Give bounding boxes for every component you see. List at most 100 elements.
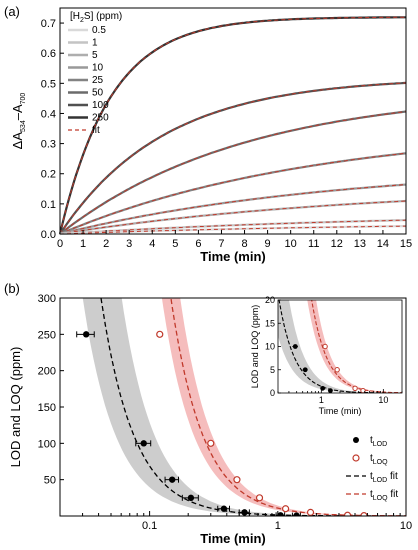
- x-tick-label: 10: [285, 238, 297, 250]
- inset-x-tick-label: 1: [319, 395, 324, 405]
- fit-line-100: [59, 82, 407, 235]
- y-tick-label: 0.4: [41, 108, 56, 120]
- x-tick-label: 1: [80, 238, 86, 250]
- y-axis-label: ΔA534–A700: [10, 93, 27, 150]
- x-tick-label: 7: [218, 238, 224, 250]
- inset-y-tick-label: 5: [270, 365, 275, 375]
- legend-title: [H2S] (ppm): [70, 11, 122, 24]
- legend-marker-lod: [353, 437, 359, 443]
- loq-point-4: [281, 505, 290, 513]
- y-axis-label: LOD and LOQ (ppm): [8, 347, 23, 468]
- x-tick-label: 10: [400, 520, 412, 532]
- legend-label-0: tLOD: [370, 435, 387, 448]
- x-tick-label: 0.1: [142, 520, 157, 532]
- inset-y-tick-label: 10: [265, 342, 275, 352]
- legend-marker-loq: [352, 454, 360, 462]
- panel-a-label: (a): [4, 4, 20, 19]
- legend-label-0.5: 0.5: [92, 25, 106, 36]
- lod-fit-line: [100, 298, 406, 516]
- x-tick-label: 0: [57, 238, 63, 250]
- inset-loq-fit: [311, 300, 402, 393]
- inset-lod-fit: [278, 300, 402, 393]
- x-tick-label: 3: [126, 238, 132, 250]
- panel-b-label: (b): [4, 281, 20, 296]
- legend-label-10: 10: [92, 63, 104, 74]
- inset-x-tick-label: 10: [378, 395, 388, 405]
- y-tick-label: 0.3: [41, 139, 56, 151]
- inset-x-axis-label: Time (min): [319, 406, 362, 416]
- lod-confidence-band: [82, 298, 406, 516]
- lod-point-3: [187, 494, 195, 502]
- fit-line-250: [59, 16, 406, 235]
- legend-label-3: tLOQ fit: [370, 489, 398, 502]
- y-tick-label: 0.2: [41, 169, 56, 181]
- lod-point-2: [168, 476, 176, 483]
- x-tick-label: 13: [354, 238, 366, 250]
- y-tick-label: 300: [38, 293, 56, 305]
- inset-y-tick-label: 0: [270, 388, 275, 398]
- y-tick-label: 0.6: [41, 48, 56, 60]
- loq-point-6: [343, 511, 352, 516]
- fit-line-0.5: [59, 225, 406, 235]
- loq-point-0: [156, 330, 164, 338]
- inset-y-axis-label: LOD and LOQ (ppm): [250, 305, 260, 389]
- x-tick-label: 8: [241, 238, 247, 250]
- series-line-25: [59, 152, 407, 236]
- legend-label-1: tLOQ: [370, 453, 388, 466]
- loq-point-1: [207, 439, 215, 447]
- x-tick-label: 2: [103, 238, 109, 250]
- panel-a-chart: 0 1 2 3 4 5 6 7 8 9 10 11 12 13 14 150.00.10.20.30.40.5…: [10, 7, 412, 264]
- x-tick-label: 12: [331, 238, 343, 250]
- inset-chart: 1 10 0 5 10 15 20 Time (min) LOD and LOQ (ppm): [250, 295, 403, 416]
- y-tick-label: 200: [38, 366, 56, 378]
- lod-point-1: [140, 440, 147, 447]
- y-tick-label: 50: [44, 475, 56, 487]
- inset-lod-band: [278, 300, 402, 393]
- x-tick-label: 11: [308, 238, 319, 250]
- y-tick-label: 100: [38, 438, 56, 450]
- y-tick-label: 0.1: [41, 199, 56, 211]
- x-tick-label: 9: [265, 238, 271, 250]
- fit-line-10: [59, 184, 407, 235]
- lod-point-6: [277, 512, 284, 516]
- y-tick-label: 0.7: [41, 18, 56, 30]
- x-axis-label: Time (min): [200, 531, 266, 546]
- inset-loq-point-4: [322, 343, 328, 350]
- x-tick-label: 6: [195, 238, 201, 250]
- x-tick-label: 5: [172, 238, 178, 250]
- inset-loq-point-6: [352, 385, 358, 392]
- legend-label-250: 250: [92, 113, 109, 124]
- x-tick-label: 14: [377, 238, 389, 250]
- fit-line-1: [59, 219, 407, 235]
- lod-point-0: [82, 331, 90, 338]
- legend-label-50: 50: [92, 88, 104, 99]
- legend-label-100: 100: [92, 100, 109, 111]
- lod-point-5: [241, 509, 248, 516]
- legend-label-25: 25: [92, 75, 104, 86]
- plot-frame: [59, 7, 407, 235]
- inset-loq-point-5: [334, 367, 340, 373]
- inset-y-tick-label: 20: [265, 295, 275, 305]
- loq-point-2: [233, 476, 241, 484]
- y-tick-label: 150: [38, 402, 56, 414]
- inset-loq-band: [307, 300, 402, 393]
- lod-point-4: [220, 505, 228, 512]
- legend-label-1: 1: [92, 38, 98, 49]
- x-axis-label: Time (min): [200, 249, 266, 264]
- lod-point-7: [293, 512, 300, 516]
- y-tick-label: 0.0: [41, 229, 56, 241]
- legend-label-fit: fit: [92, 125, 100, 136]
- x-tick-label: 15: [400, 238, 412, 250]
- inset-y-tick-label: 15: [265, 318, 275, 328]
- series-line-50: [59, 110, 407, 235]
- y-tick-label: 0.5: [41, 78, 56, 90]
- x-tick-label: 4: [149, 238, 155, 250]
- loq-point-3: [255, 494, 264, 502]
- fit-line-5: [59, 200, 407, 235]
- loq-confidence-band: [161, 298, 406, 516]
- legend-label-2: tLOD fit: [370, 471, 398, 484]
- loq-point-5: [306, 508, 315, 516]
